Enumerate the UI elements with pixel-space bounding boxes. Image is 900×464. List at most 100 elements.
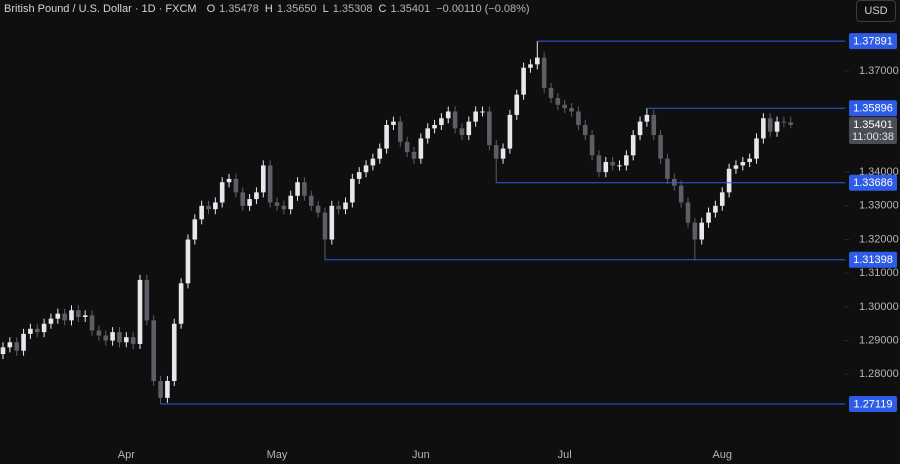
candle-body bbox=[589, 135, 595, 156]
candle-body bbox=[41, 323, 47, 333]
candle-body bbox=[740, 162, 746, 166]
candle-body bbox=[726, 168, 732, 193]
candle-body bbox=[747, 158, 752, 163]
candle-body bbox=[541, 57, 547, 88]
candle-body bbox=[62, 313, 67, 321]
candle-body bbox=[569, 108, 574, 112]
candle-body bbox=[165, 381, 170, 398]
countdown-label: 11:00:38 bbox=[852, 131, 894, 143]
candle-body bbox=[213, 202, 218, 210]
candle-body bbox=[452, 111, 458, 129]
candle-body bbox=[103, 335, 109, 341]
candle-body bbox=[82, 315, 88, 317]
candle-body bbox=[28, 328, 33, 334]
candle-body bbox=[637, 121, 643, 136]
candle-body bbox=[0, 347, 6, 355]
candle-body bbox=[48, 318, 54, 324]
candle-body bbox=[500, 148, 506, 159]
candle-body bbox=[350, 178, 355, 203]
candle-body bbox=[644, 114, 650, 122]
level-label-box bbox=[849, 251, 897, 268]
candle-body bbox=[7, 342, 13, 348]
candle-body bbox=[55, 313, 61, 319]
candle-body bbox=[158, 381, 163, 398]
candle-body bbox=[240, 192, 246, 206]
candle-body bbox=[315, 205, 321, 213]
currency-button[interactable]: USD bbox=[856, 0, 896, 22]
candle-body bbox=[171, 323, 177, 382]
candle-body bbox=[295, 182, 300, 196]
candle-body bbox=[439, 118, 444, 125]
candle-body bbox=[343, 202, 348, 210]
quote-value: 1.35401 bbox=[390, 3, 431, 15]
candle-body bbox=[774, 121, 780, 132]
candle-body bbox=[630, 135, 636, 156]
candle-body bbox=[308, 195, 314, 206]
candle-body bbox=[411, 151, 417, 159]
candle-body bbox=[199, 205, 204, 220]
candle-body bbox=[582, 124, 588, 136]
candle-body bbox=[699, 222, 704, 240]
candle-body bbox=[610, 162, 615, 166]
candle-body bbox=[110, 332, 115, 341]
x-tick-label: Aug bbox=[712, 449, 732, 461]
header: British Pound / U.S. Dollar · 1D · FXCM … bbox=[4, 2, 532, 16]
quote-value: 1.35478 bbox=[219, 3, 259, 15]
candle-body bbox=[185, 239, 191, 284]
symbol-title: British Pound / U.S. Dollar · 1D · FXCM bbox=[4, 3, 197, 15]
candle-body bbox=[391, 121, 396, 125]
candle-body bbox=[480, 111, 485, 113]
candle-body bbox=[521, 67, 526, 95]
candle-body bbox=[96, 330, 102, 336]
candle-body bbox=[356, 172, 362, 179]
candle-body bbox=[89, 315, 95, 331]
x-tick-label: May bbox=[267, 449, 288, 461]
last-price-box bbox=[849, 116, 897, 144]
quote-letter: C bbox=[378, 3, 387, 15]
candle-body bbox=[692, 222, 698, 240]
candle-body bbox=[21, 333, 26, 351]
candle-body bbox=[274, 202, 280, 206]
level-label-box bbox=[849, 33, 897, 50]
x-tick-label: Apr bbox=[118, 449, 135, 461]
candle-body bbox=[767, 118, 773, 132]
level-label: 1.35896 bbox=[853, 103, 893, 115]
candle-body bbox=[336, 205, 341, 210]
y-tick-label: 1.32000 bbox=[859, 233, 899, 245]
candle-body bbox=[69, 310, 74, 321]
candle-body bbox=[288, 195, 293, 210]
candle-body bbox=[281, 205, 287, 210]
candle-body bbox=[665, 158, 670, 179]
candle-body bbox=[781, 121, 787, 123]
candle-body bbox=[34, 328, 40, 333]
candle-body bbox=[761, 118, 766, 139]
candle-body bbox=[624, 155, 629, 166]
level-label-box bbox=[849, 100, 897, 117]
candle-body bbox=[459, 128, 465, 136]
y-tick-label: 1.29000 bbox=[859, 334, 899, 346]
candle-body bbox=[733, 165, 739, 169]
candle-body bbox=[548, 87, 554, 99]
level-label: 1.33686 bbox=[853, 177, 893, 189]
candle-body bbox=[137, 279, 143, 344]
candle-body bbox=[473, 111, 478, 122]
x-tick-label: Jun bbox=[412, 449, 430, 461]
candle-body bbox=[233, 178, 239, 193]
candle-body bbox=[432, 124, 437, 129]
candle-body bbox=[706, 212, 711, 223]
candle-body bbox=[719, 192, 725, 206]
candle-body bbox=[528, 64, 533, 68]
candle-body bbox=[130, 337, 136, 344]
candle-body bbox=[267, 165, 273, 203]
y-tick-label: 1.31000 bbox=[859, 267, 899, 279]
candle-body bbox=[466, 121, 472, 136]
candle-body bbox=[404, 141, 410, 152]
candle-body bbox=[493, 145, 499, 159]
candle-body bbox=[658, 135, 663, 159]
candle-body bbox=[507, 114, 513, 149]
candle-body bbox=[651, 114, 657, 136]
candle-body bbox=[617, 165, 622, 167]
quote-letter: O bbox=[206, 3, 216, 15]
candle-body bbox=[754, 138, 759, 159]
candle-body bbox=[555, 98, 561, 105]
